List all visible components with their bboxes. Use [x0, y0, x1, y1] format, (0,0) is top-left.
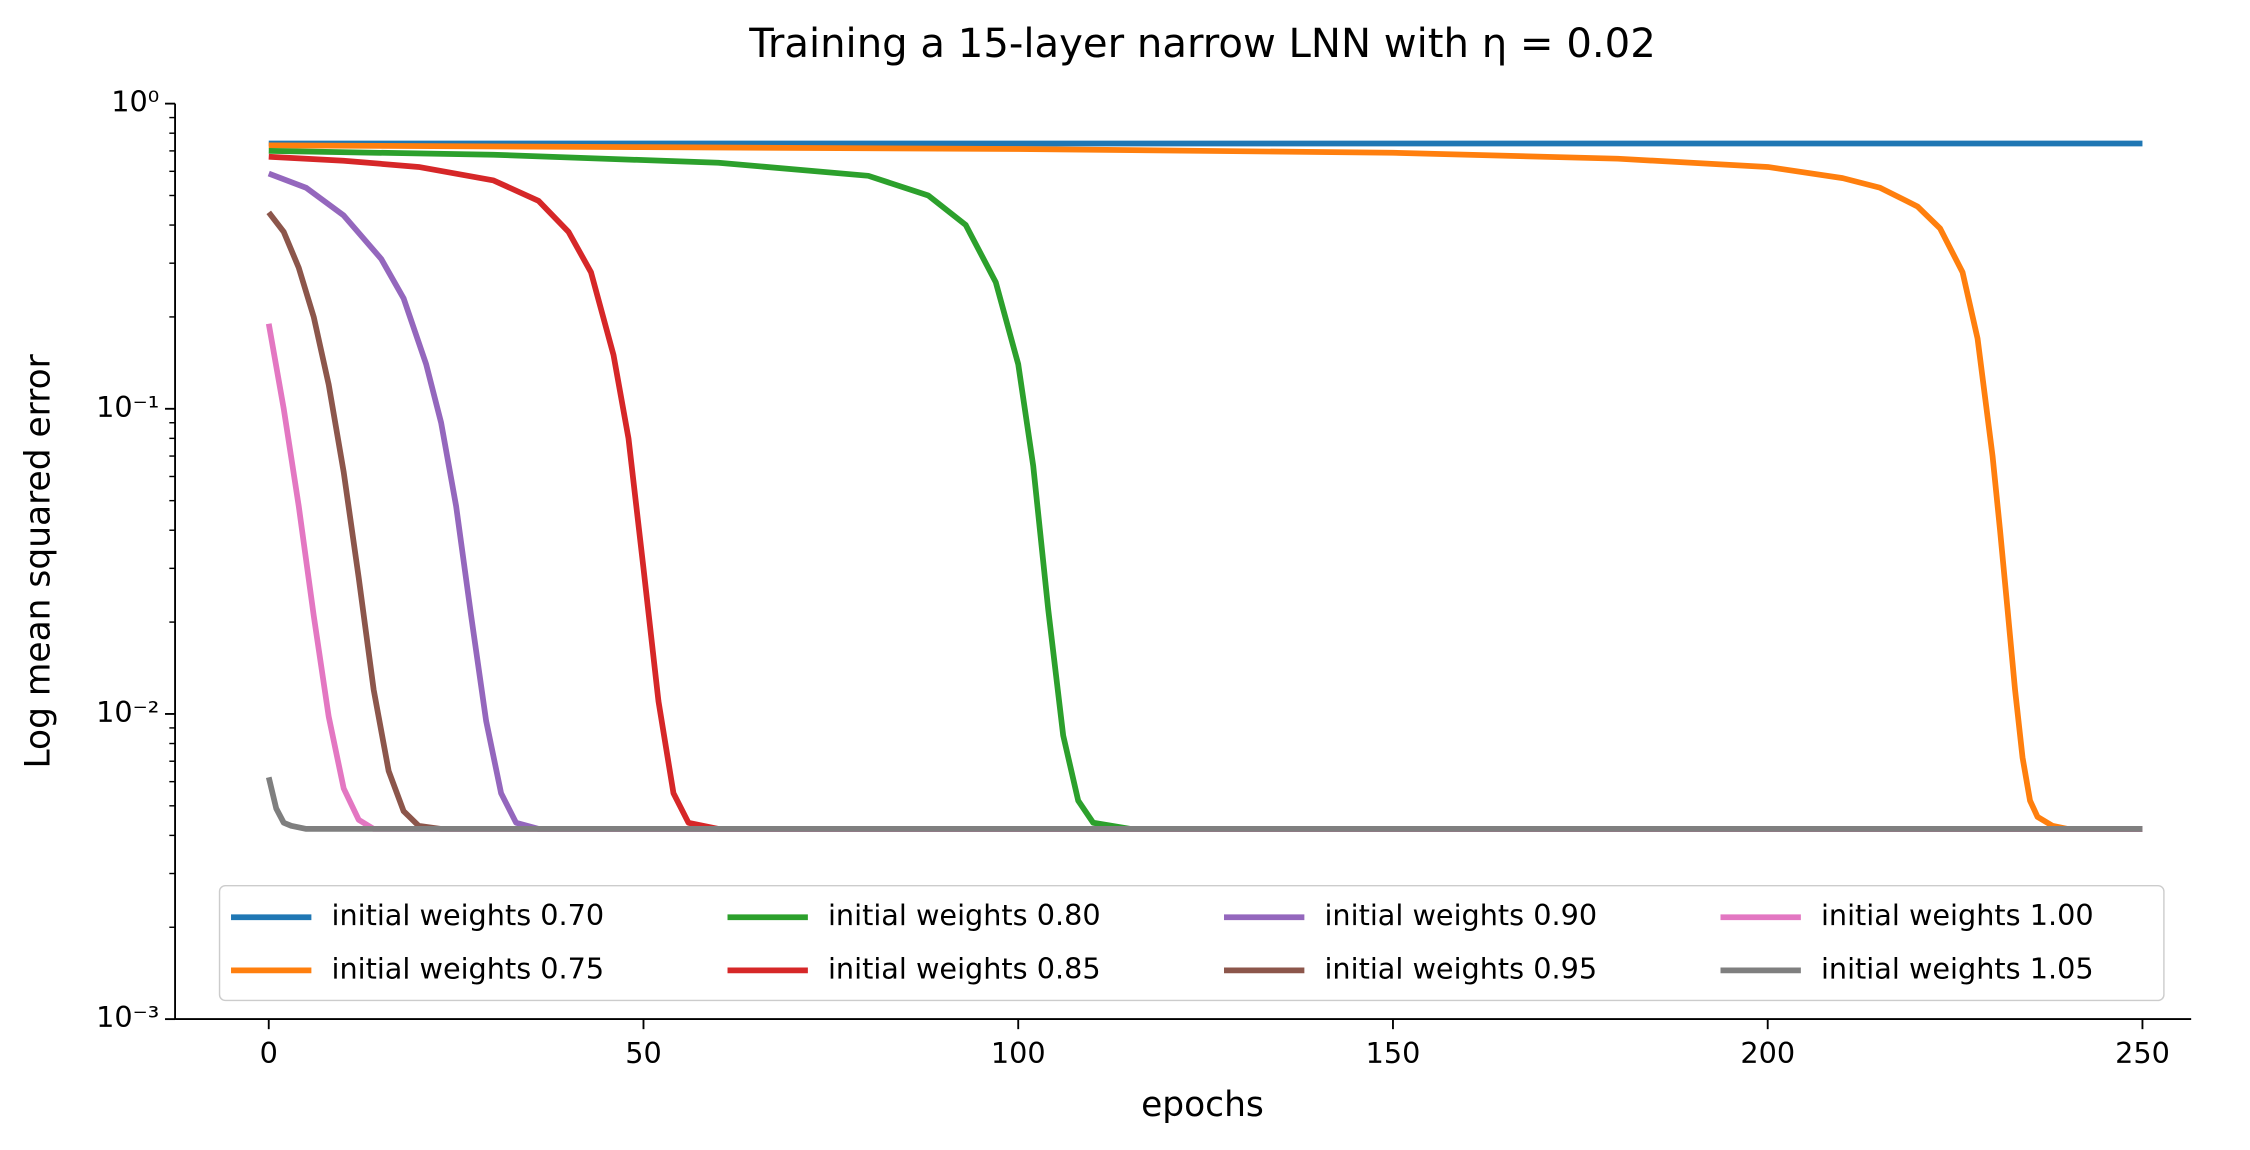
legend-box [218, 884, 2165, 1002]
y-tick-label: 10⁻¹ [96, 390, 159, 424]
series-line [266, 210, 2143, 832]
y-tick-label: 10⁻³ [96, 1000, 159, 1034]
y-tick-label: 10⁻² [96, 695, 159, 729]
series-line [268, 148, 2143, 832]
series-line [265, 323, 2143, 832]
legend-label: initial weights 0.75 [331, 951, 604, 985]
x-tick-label: 0 [260, 1036, 278, 1070]
legend-label: initial weights 0.95 [1324, 951, 1597, 985]
x-axis-label: epochs [1141, 1085, 1264, 1125]
x-tick-label: 100 [991, 1036, 1046, 1070]
series-line [268, 153, 2143, 832]
y-tick-label: 10⁰ [111, 85, 159, 119]
series-line [265, 776, 2143, 832]
legend-label: initial weights 1.05 [1821, 951, 2094, 985]
legend-label: initial weights 1.00 [1821, 898, 2094, 932]
x-tick-label: 200 [1740, 1036, 1795, 1070]
chart-title: Training a 15-layer narrow LNN with η = … [748, 21, 1656, 67]
legend-label: initial weights 0.80 [828, 898, 1101, 932]
x-tick-label: 150 [1366, 1036, 1421, 1070]
y-axis-label: Log mean squared error [19, 353, 59, 768]
x-tick-label: 50 [625, 1036, 662, 1070]
x-tick-label: 250 [2115, 1036, 2170, 1070]
legend-label: initial weights 0.90 [1324, 898, 1597, 932]
legend: initial weights 0.70 initial weights 0.75… [218, 884, 2165, 1002]
legend-label: initial weights 0.85 [828, 951, 1101, 985]
series-line [268, 142, 2143, 832]
series-line [267, 170, 2143, 832]
legend-label: initial weights 0.70 [331, 898, 604, 932]
